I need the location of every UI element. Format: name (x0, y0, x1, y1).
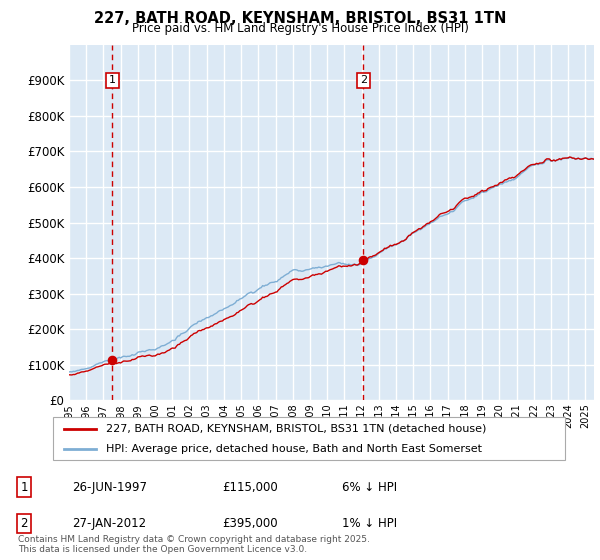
FancyBboxPatch shape (53, 417, 565, 460)
Text: 26-JUN-1997: 26-JUN-1997 (72, 480, 147, 494)
Text: Price paid vs. HM Land Registry's House Price Index (HPI): Price paid vs. HM Land Registry's House … (131, 22, 469, 35)
Text: 2: 2 (360, 76, 367, 85)
Text: 1: 1 (109, 76, 116, 85)
Text: 227, BATH ROAD, KEYNSHAM, BRISTOL, BS31 1TN (detached house): 227, BATH ROAD, KEYNSHAM, BRISTOL, BS31 … (106, 424, 487, 433)
Text: 2: 2 (20, 517, 28, 530)
Point (358, 255, 368, 264)
Text: 27-JAN-2012: 27-JAN-2012 (72, 517, 146, 530)
Text: 6% ↓ HPI: 6% ↓ HPI (342, 480, 397, 494)
Text: £115,000: £115,000 (222, 480, 278, 494)
Text: 227, BATH ROAD, KEYNSHAM, BRISTOL, BS31 1TN: 227, BATH ROAD, KEYNSHAM, BRISTOL, BS31 … (94, 11, 506, 26)
Text: Contains HM Land Registry data © Crown copyright and database right 2025.
This d: Contains HM Land Registry data © Crown c… (18, 535, 370, 554)
Text: 1: 1 (20, 480, 28, 494)
Text: £395,000: £395,000 (222, 517, 278, 530)
Point (107, 355, 116, 364)
Text: HPI: Average price, detached house, Bath and North East Somerset: HPI: Average price, detached house, Bath… (106, 444, 482, 454)
Text: 1% ↓ HPI: 1% ↓ HPI (342, 517, 397, 530)
